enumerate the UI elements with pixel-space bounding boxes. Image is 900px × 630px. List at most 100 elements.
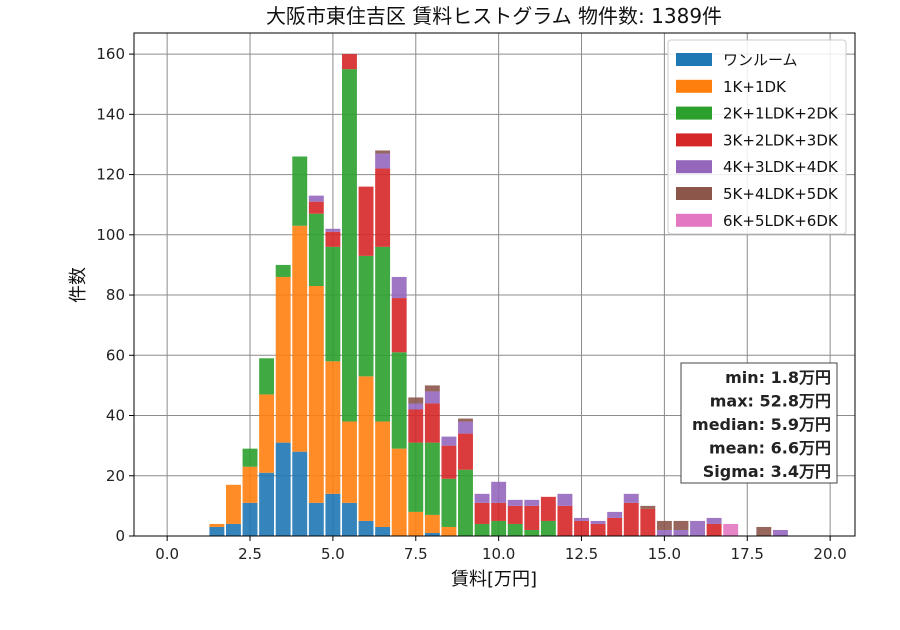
bar-segment xyxy=(441,445,457,479)
bar-segment xyxy=(424,403,440,443)
y-axis-ticks: 0 20 40 60 80 100 120 140 160 xyxy=(96,45,134,545)
bar-segment xyxy=(375,526,391,536)
legend-label: ワンルーム xyxy=(723,51,798,69)
bar-segment xyxy=(424,532,440,536)
x-tick-label: 0.0 xyxy=(155,545,179,563)
stats-box: min: 1.8万円 max: 52.8万円 median: 5.9万円 mean: … xyxy=(680,362,838,484)
bar-segment xyxy=(441,436,457,446)
bar-segment xyxy=(706,523,722,536)
bar-segment xyxy=(325,246,341,362)
stats-line: min: 1.8万円 xyxy=(725,368,831,387)
x-axis-title: 賃料[万円] xyxy=(451,569,537,590)
stats-line: Sigma: 3.4万円 xyxy=(703,462,831,481)
bar-segment xyxy=(391,276,407,299)
bar-segment xyxy=(656,520,672,530)
bar-segment xyxy=(342,502,357,536)
bar-segment xyxy=(242,448,258,467)
stats-line: median: 5.9万円 xyxy=(692,415,831,434)
bar-segment xyxy=(590,520,606,524)
bar-segment xyxy=(391,352,407,449)
bar-segment xyxy=(524,499,540,506)
y-tick-label: 40 xyxy=(106,407,125,425)
stats-line: max: 52.8万円 xyxy=(710,392,831,411)
bar-segment xyxy=(507,523,523,536)
legend-swatch xyxy=(676,213,712,227)
x-tick-label: 15.0 xyxy=(648,545,681,563)
bar-segment xyxy=(458,433,473,470)
x-tick-label: 12.5 xyxy=(565,545,598,563)
legend-label: 3K+2LDK+3DK xyxy=(723,131,839,149)
bar-segment xyxy=(408,409,424,443)
bar-segment xyxy=(441,526,457,536)
bar-segment xyxy=(325,361,341,494)
bar-segment xyxy=(342,421,357,503)
y-tick-label: 60 xyxy=(106,346,125,364)
x-tick-label: 17.5 xyxy=(731,545,764,563)
bar-segment xyxy=(242,466,258,503)
bar-segment xyxy=(375,246,391,422)
bar-segment xyxy=(225,523,241,536)
bar-segment xyxy=(259,358,275,395)
y-tick-label: 80 xyxy=(106,286,125,304)
bar-segment xyxy=(358,186,374,256)
legend-swatch xyxy=(676,79,712,93)
plot-frame xyxy=(133,32,856,537)
bar-segment xyxy=(408,442,424,512)
x-axis-ticks: 0.0 2.5 5.0 7.5 10.0 12.5 15.0 17.5 20.0 xyxy=(155,536,847,563)
bar-segment xyxy=(408,403,424,410)
bar-segment xyxy=(308,213,324,287)
legend: ワンルーム 1K+1DK 2K+1LDK+2DK 3K+2LDK+3DK 4K+3LDK… xyxy=(667,39,847,235)
bar-segment xyxy=(342,54,357,70)
bar-segment xyxy=(308,286,324,503)
legend-swatch xyxy=(676,53,712,66)
y-tick-label: 20 xyxy=(106,467,125,485)
bar-segment xyxy=(375,153,391,169)
y-tick-label: 120 xyxy=(96,166,125,184)
bar-segment xyxy=(308,195,324,202)
bar-segment xyxy=(408,511,424,536)
bar-segment xyxy=(358,376,374,521)
bar-segment xyxy=(640,508,656,536)
bar-segment xyxy=(275,264,291,277)
bar-segment xyxy=(623,502,639,536)
bar-segment xyxy=(292,451,308,536)
bar-segment xyxy=(308,201,324,214)
bar-segment xyxy=(424,385,440,392)
bar-segment xyxy=(491,520,507,536)
bar-segment xyxy=(458,418,473,422)
bar-segment xyxy=(772,529,788,536)
bar-segment xyxy=(706,517,722,524)
bar-segment xyxy=(491,502,507,521)
bar-segment xyxy=(474,523,490,536)
bar-segment xyxy=(242,502,258,536)
bar-segment xyxy=(209,523,225,527)
y-axis-title: 件数 xyxy=(68,267,89,303)
y-tick-label: 0 xyxy=(115,527,125,545)
legend-swatch xyxy=(676,133,712,147)
bar-segment xyxy=(424,514,440,533)
bar-segment xyxy=(574,520,589,536)
y-tick-label: 140 xyxy=(96,105,125,123)
bar-segment xyxy=(209,526,225,536)
bar-segment xyxy=(275,276,291,443)
bar-segment xyxy=(391,298,407,353)
bar-segment xyxy=(557,505,573,536)
bar-segment xyxy=(656,529,672,536)
bar-segment xyxy=(358,255,374,377)
bar-segment xyxy=(557,493,573,506)
legend-label: 4K+3LDK+4DK xyxy=(723,158,839,176)
bar-segment xyxy=(292,156,308,226)
bar-segment xyxy=(623,493,639,503)
bar-segment xyxy=(259,394,275,473)
x-tick-label: 20.0 xyxy=(813,545,846,563)
bar-segment xyxy=(458,469,473,536)
bar-segment xyxy=(607,517,623,536)
stats-line: mean: 6.6万円 xyxy=(709,439,831,458)
legend-label: 2K+1LDK+2DK xyxy=(723,105,839,123)
bar-segment xyxy=(308,502,324,536)
bar-segment xyxy=(673,529,689,536)
bar-segment xyxy=(424,442,440,515)
chart-title: 大阪市東住吉区 賃料ヒストグラム 物件数: 1389件 xyxy=(266,4,722,28)
bar-segment xyxy=(358,520,374,536)
bar-segment xyxy=(524,529,540,536)
